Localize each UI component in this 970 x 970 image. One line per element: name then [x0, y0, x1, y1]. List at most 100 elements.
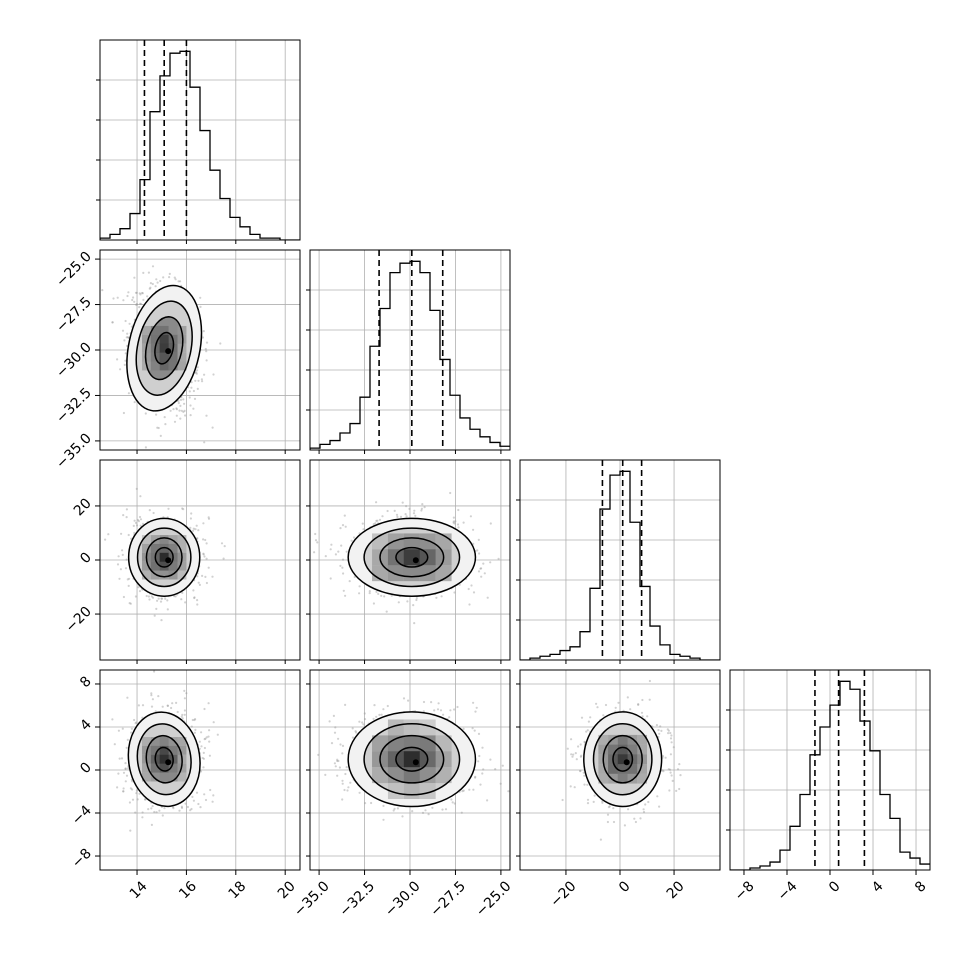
- scatter-point: [150, 694, 153, 697]
- scatter-point: [202, 522, 205, 525]
- scatter-point: [364, 802, 367, 805]
- scatter-point: [627, 808, 630, 811]
- density-cell: [159, 561, 169, 571]
- scatter-point: [153, 810, 156, 814]
- density-cell: [403, 783, 420, 800]
- scatter-point: [196, 603, 199, 606]
- scatter-point: [124, 319, 127, 323]
- contour-3: [347, 517, 477, 597]
- scatter-point: [127, 392, 130, 395]
- contour-1: [145, 537, 183, 578]
- scatter-point: [341, 752, 344, 755]
- scatter-point: [174, 595, 177, 598]
- scatter-point: [178, 809, 181, 812]
- scatter-point: [341, 558, 345, 561]
- density-cell: [387, 783, 404, 800]
- scatter-point: [669, 771, 672, 774]
- scatter-point: [121, 329, 125, 332]
- scatter-point: [135, 524, 139, 527]
- scatter-point: [372, 523, 375, 526]
- scatter-point: [196, 537, 199, 540]
- scatter-point: [386, 704, 389, 708]
- scatter-point: [137, 704, 140, 707]
- contour-0: [395, 746, 429, 772]
- scatter-point: [118, 577, 121, 580]
- scatter-point: [368, 592, 371, 595]
- scatter-point: [125, 516, 128, 519]
- scatter-point: [472, 591, 476, 594]
- scatter-point: [181, 591, 184, 595]
- scatter-point: [411, 810, 414, 813]
- scatter-point: [121, 553, 124, 557]
- scatter-point: [205, 736, 208, 739]
- scatter-point: [148, 509, 151, 512]
- scatter-point: [154, 285, 157, 288]
- scatter-point: [196, 599, 199, 602]
- scatter-point: [223, 545, 226, 548]
- scatter-point: [163, 807, 166, 810]
- scatter-point: [483, 572, 486, 575]
- density-cell: [168, 745, 178, 755]
- scatter-point: [420, 507, 423, 510]
- scatter-point: [478, 552, 481, 555]
- scatter-point: [183, 402, 186, 405]
- scatter-point: [341, 779, 344, 782]
- scatter-point: [182, 508, 185, 511]
- scatter-point: [577, 745, 580, 748]
- scatter-point: [385, 610, 388, 613]
- scatter-point: [133, 276, 136, 279]
- density-cell: [419, 735, 436, 752]
- scatter-point: [617, 701, 620, 704]
- scatter-point: [138, 306, 141, 309]
- scatter-point: [462, 521, 465, 524]
- scatter-point: [129, 829, 132, 832]
- scatter-point: [191, 718, 194, 722]
- scatter-point: [133, 519, 136, 522]
- scatter-point: [170, 706, 173, 710]
- density-cell: [168, 561, 178, 571]
- histogram-1: [310, 260, 510, 450]
- scatter-point: [641, 715, 644, 718]
- scatter-point: [126, 294, 129, 298]
- scatter-point: [139, 518, 143, 521]
- scatter-point: [167, 507, 170, 510]
- density-cell: [177, 737, 187, 746]
- scatter-point: [136, 798, 139, 801]
- scatter-point: [124, 780, 127, 783]
- histogram-3: [730, 680, 930, 870]
- scatter-point: [208, 740, 211, 743]
- scatter-point: [393, 807, 396, 810]
- scatter-point: [448, 716, 451, 719]
- scatter-point: [163, 416, 166, 419]
- scatter-point: [104, 538, 107, 541]
- scatter-point: [477, 760, 480, 763]
- scatter-point: [328, 720, 331, 723]
- scatter-point: [181, 713, 184, 717]
- scatter-point: [339, 564, 342, 568]
- scatter-point: [340, 544, 343, 547]
- density-cell: [177, 570, 187, 580]
- scatter-point: [107, 533, 110, 536]
- scatter-point: [363, 712, 366, 715]
- scatter-point: [204, 737, 207, 740]
- density-cell: [150, 334, 160, 344]
- scatter-point: [372, 717, 375, 721]
- scatter-point: [396, 807, 399, 810]
- scatter-point: [461, 790, 464, 793]
- scatter-point: [122, 771, 126, 774]
- scatter-point: [143, 798, 147, 801]
- scatter-point: [197, 802, 200, 806]
- scatter-point: [343, 514, 346, 517]
- scatter-point: [333, 762, 336, 765]
- scatter-point: [341, 782, 344, 785]
- scatter-point: [382, 804, 385, 808]
- scatter-point: [151, 805, 154, 808]
- density-cell: [419, 783, 436, 800]
- scatter-point: [330, 742, 334, 745]
- scatter-point: [177, 401, 180, 405]
- scatter-point: [193, 596, 196, 599]
- scatter-point: [477, 732, 481, 736]
- scatter-point: [351, 736, 355, 739]
- scatter-point: [386, 509, 389, 513]
- scatter-point: [132, 296, 135, 299]
